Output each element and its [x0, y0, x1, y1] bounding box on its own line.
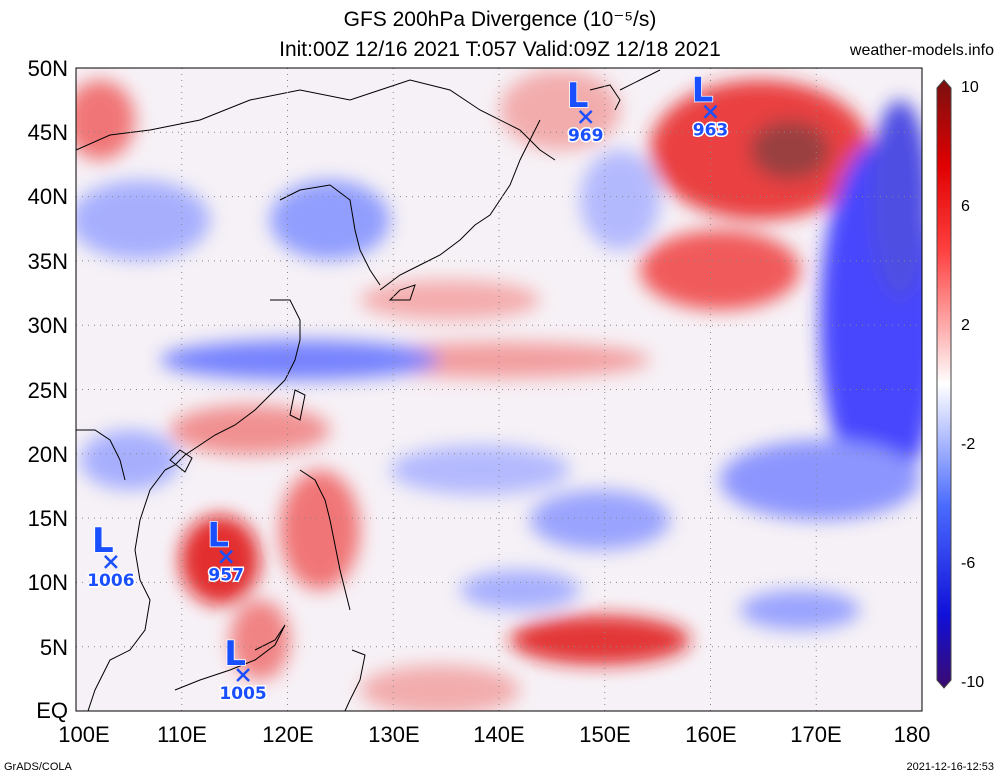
- low-letter: L: [207, 516, 229, 556]
- lat-label-eq: EQ: [36, 698, 68, 723]
- pressure-lows: L 969 L 963 L 1006 L 957 L 1005: [86, 70, 730, 706]
- lat-label-40n: 40N: [27, 184, 68, 209]
- low-letter: L: [92, 521, 114, 561]
- low-marker: L 1005: [218, 633, 268, 705]
- low-center-cross-icon: [104, 554, 118, 569]
- lon-label-140e: 140E: [473, 722, 525, 747]
- low-letter: L: [567, 76, 589, 116]
- colorbar-label-6: 6: [961, 198, 970, 215]
- plot-frame: [75, 67, 923, 712]
- lat-label-5n: 5N: [39, 635, 68, 660]
- lon-label-180: 180: [893, 722, 931, 747]
- lon-label-170e: 170E: [790, 722, 842, 747]
- lat-label-25n: 25N: [27, 378, 68, 403]
- low-center-cross-icon: [236, 668, 250, 682]
- lon-label-150e: 150E: [579, 722, 631, 747]
- divergence-field: [76, 68, 922, 711]
- colorbar-label-neg6: -6: [961, 555, 976, 572]
- low-center-cross-icon: [219, 549, 234, 564]
- low-marker: L 969: [566, 75, 605, 147]
- generated-timestamp: 2021-12-16-12:53: [906, 761, 994, 773]
- map-title: GFS 200hPa Divergence (10⁻⁵/s): [343, 8, 657, 31]
- lon-label-130e: 130E: [368, 722, 420, 747]
- colorbar-label-10: 10: [961, 79, 979, 96]
- low-letter: L: [692, 71, 714, 111]
- site-credit: weather-models.info: [849, 42, 994, 59]
- colorbar-label-neg10: -10: [961, 674, 985, 691]
- lat-label-20n: 20N: [27, 442, 68, 467]
- low-pressure-value: 1005: [219, 684, 266, 704]
- lat-label-35n: 35N: [27, 249, 68, 274]
- colorbar: [936, 79, 952, 689]
- software-credit: GrADS/COLA: [4, 761, 72, 773]
- low-pressure-value: 969: [568, 126, 604, 146]
- low-pressure-value: 963: [693, 121, 729, 141]
- colorbar-label-2: 2: [961, 317, 970, 334]
- coastlines: [76, 69, 661, 711]
- colorbar-label-neg2: -2: [961, 436, 976, 453]
- lat-label-45n: 45N: [27, 120, 68, 145]
- lat-label-30n: 30N: [27, 313, 68, 338]
- map-subtitle: Init:00Z 12/16 2021 T:057 Valid:09Z 12/1…: [279, 38, 721, 61]
- lon-label-100e: 100E: [58, 722, 110, 747]
- low-center-cross-icon: [703, 104, 718, 119]
- low-marker: L 1006: [86, 520, 136, 592]
- lon-label-110e: 110E: [157, 722, 207, 747]
- lat-label-50n: 50N: [27, 56, 68, 81]
- low-letter: L: [224, 634, 246, 674]
- low-center-cross-icon: [578, 109, 593, 124]
- low-marker: L 963: [691, 70, 730, 142]
- low-marker: L 957: [207, 515, 246, 587]
- lon-label-120e: 120E: [262, 722, 314, 747]
- lat-label-10n: 10N: [27, 570, 68, 595]
- low-pressure-value: 1006: [87, 571, 134, 591]
- low-pressure-value: 957: [208, 566, 244, 586]
- lon-label-160e: 160E: [685, 722, 737, 747]
- lat-label-15n: 15N: [27, 506, 68, 531]
